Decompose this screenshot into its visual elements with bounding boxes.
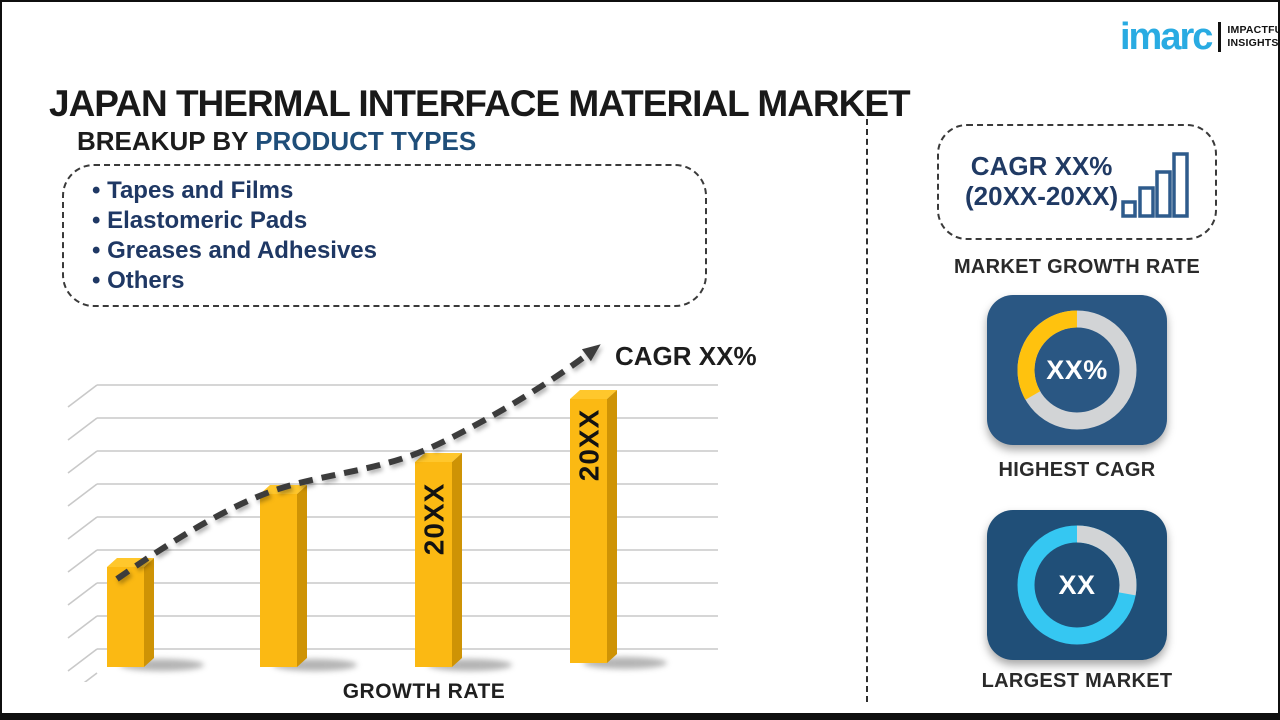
largest-market-label: LARGEST MARKET xyxy=(981,670,1173,692)
highest-cagr-donut xyxy=(1017,310,1137,430)
bar-4: 20XX xyxy=(570,390,617,663)
cagr-value-line: CAGR XX% xyxy=(970,151,1113,182)
market-growth-rate-label: MARKET GROWTH RATE xyxy=(953,256,1201,278)
x-axis-label: GROWTH RATE xyxy=(342,680,506,703)
market-growth-rate-box: CAGR XX% (20XX-20XX) xyxy=(937,124,1217,240)
product-types-box: Tapes and Films Elastomeric Pads Greases… xyxy=(62,164,707,307)
bar-4-label: 20XX xyxy=(574,409,605,482)
bar-chart-icon xyxy=(1121,152,1189,218)
logo-divider xyxy=(1218,22,1222,52)
logo-tagline-line1: IMPACTFUL xyxy=(1227,24,1280,37)
growth-bar-chart: 20XX 20XX xyxy=(67,344,718,682)
bar-3-label: 20XX xyxy=(419,483,450,556)
cagr-annotation: CAGR XX% xyxy=(615,341,757,371)
bar-4-front xyxy=(570,399,607,663)
breakup-heading-prefix: BREAKUP BY xyxy=(77,126,248,156)
largest-market-value: XX xyxy=(1058,569,1096,600)
list-item: Elastomeric Pads xyxy=(92,206,705,236)
highest-cagr-label: HIGHEST CAGR xyxy=(998,459,1156,481)
cagr-period-line: (20XX-20XX) xyxy=(965,181,1119,211)
donut-segment xyxy=(1017,525,1137,645)
cagr-period-text: CAGR XX% (20XX-20XX) xyxy=(965,151,1119,212)
product-types-list: Tapes and Films Elastomeric Pads Greases… xyxy=(64,176,705,296)
breakup-heading-highlight: PRODUCT TYPES xyxy=(255,126,477,156)
arrowhead-icon xyxy=(581,344,601,362)
highest-cagr-card: XX% xyxy=(987,295,1167,445)
bar-3: 20XX xyxy=(415,453,462,667)
bar-1-front xyxy=(107,567,144,667)
list-item: Others xyxy=(92,266,705,296)
largest-market-card: XX xyxy=(987,510,1167,660)
breakup-heading: BREAKUP BY PRODUCT TYPES xyxy=(77,126,476,157)
imarc-wordmark: imarc xyxy=(1120,16,1213,58)
logo-tagline-line2: INSIGHTS xyxy=(1227,37,1279,49)
largest-market-donut xyxy=(1017,525,1137,645)
imarc-logo: imarc IMPACTFUL INSIGHTS xyxy=(1120,18,1280,56)
section-divider xyxy=(866,119,868,702)
logo-tagline: IMPACTFUL INSIGHTS xyxy=(1227,24,1280,49)
page-title: JAPAN THERMAL INTERFACE MATERIAL MARKET xyxy=(49,82,911,124)
bar-2-front xyxy=(260,494,297,667)
trend-arrow xyxy=(115,344,601,582)
highest-cagr-value: XX% xyxy=(1046,354,1108,385)
list-item: Greases and Adhesives xyxy=(92,236,705,266)
bar-2 xyxy=(260,485,307,667)
bar-1 xyxy=(107,558,154,667)
chart-gridlines xyxy=(67,384,718,682)
list-item: Tapes and Films xyxy=(92,176,705,206)
bar-3-front xyxy=(415,462,452,667)
